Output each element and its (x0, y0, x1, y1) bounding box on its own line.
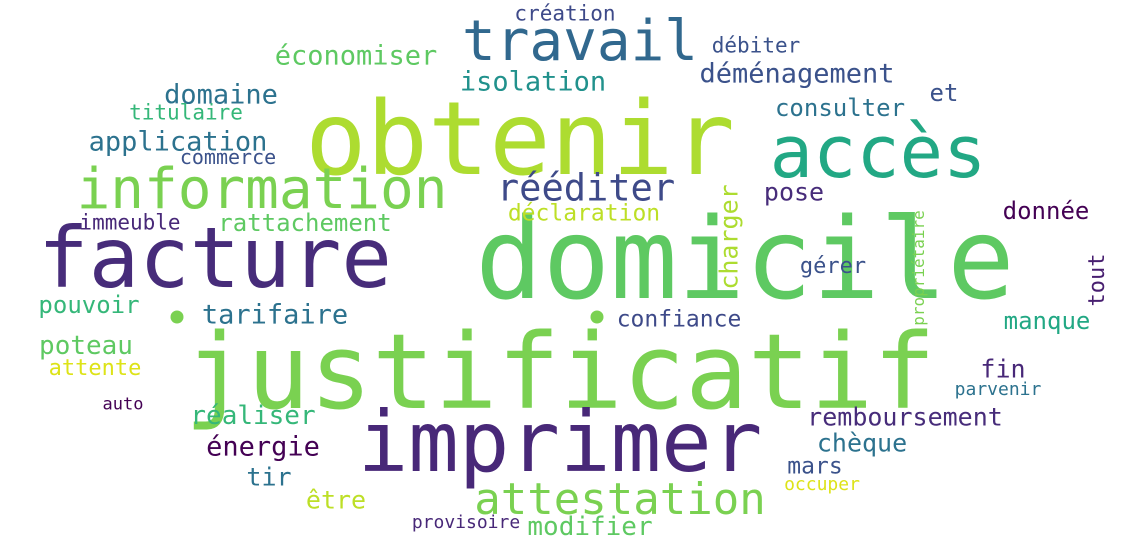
cloud-word: modifier (527, 512, 653, 542)
cloud-word: déménagement (699, 58, 895, 90)
cloud-word: pose (763, 177, 825, 207)
cloud-word: travail (461, 9, 699, 74)
cloud-word: titulaire (129, 100, 243, 125)
cloud-word: isolation (459, 66, 607, 98)
cloud-word: parvenir (954, 379, 1042, 400)
cloud-word: être (305, 485, 367, 515)
cloud-word: énergie (206, 431, 320, 463)
cloud-word: pouvoir (38, 291, 140, 319)
cloud-word: attente (48, 356, 142, 381)
cloud-word: tout (1085, 253, 1110, 307)
cloud-word: et (929, 79, 959, 107)
cloud-word: imprimer (357, 393, 763, 491)
cloud-word: consulter (774, 94, 906, 122)
cloud-word: fin (980, 354, 1026, 384)
cloud-word: donnée (1002, 197, 1090, 225)
cloud-word: application (88, 126, 268, 158)
cloud-word: déclaration (507, 200, 661, 227)
cloud-word: accès (769, 110, 987, 194)
cloud-word: commerce (179, 145, 277, 169)
cloud-word: confiance (616, 306, 742, 333)
cloud-word: rééditer (496, 166, 676, 210)
cloud-word: manque (1003, 307, 1091, 335)
cloud-word: tarifaire (201, 299, 349, 331)
cloud-word: obtenir (305, 80, 735, 199)
cloud-word: immeuble (79, 210, 181, 235)
cloud-word: gérer (799, 254, 867, 279)
cloud-word: charger (714, 184, 744, 290)
cloud-word: facture (37, 209, 393, 307)
cloud-word: attestation (474, 474, 766, 525)
cloud-word: domicile (475, 195, 1015, 325)
cloud-word: chèque (816, 428, 908, 458)
cloud-dot (590, 310, 604, 324)
cloud-word: rattachement (218, 209, 392, 237)
cloud-word: réaliser (190, 401, 316, 431)
cloud-word: création (514, 1, 616, 26)
cloud-word: poteau (39, 331, 133, 361)
cloud-word: provisoire (411, 512, 521, 533)
cloud-word: remboursement (807, 402, 1003, 432)
cloud-word: justificatif (184, 311, 936, 433)
cloud-dot (170, 310, 184, 324)
cloud-word: économiser (274, 40, 438, 72)
cloud-word: débiter (711, 33, 801, 58)
cloud-word: domaine (164, 79, 278, 111)
cloud-word: mars (787, 453, 843, 480)
cloud-word: auto (102, 394, 144, 415)
cloud-word: tir (246, 462, 292, 492)
cloud-word: propriétaire (909, 210, 928, 326)
cloud-word: occuper (784, 474, 860, 495)
cloud-word: information (76, 157, 448, 222)
